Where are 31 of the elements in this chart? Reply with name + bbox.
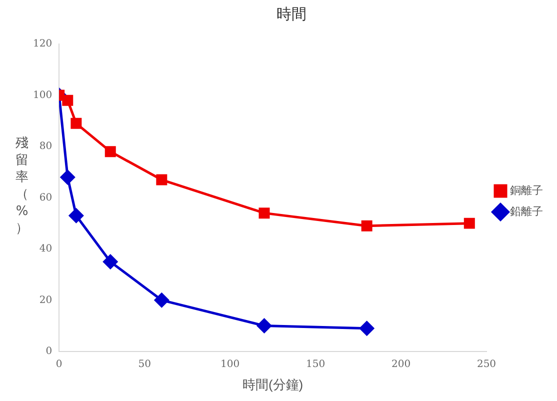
- y-tick-label: 60: [39, 192, 52, 204]
- point: [258, 208, 270, 219]
- y-tick-label: 0: [46, 346, 52, 357]
- legend-label: 銅離子: [510, 185, 543, 198]
- x-axis-title: 時間(分鐘): [242, 376, 304, 392]
- y-tick-label: 20: [39, 294, 52, 306]
- legend-label: 鉛離子: [510, 206, 543, 218]
- y-tick-label: 40: [39, 244, 52, 255]
- point: [360, 321, 374, 336]
- y-tick-label: 80: [39, 141, 52, 152]
- x-tick-label: 150: [306, 358, 326, 370]
- y-axis-title: 殘留率（%）: [14, 135, 30, 237]
- x-tick-label: 250: [476, 358, 496, 370]
- point: [464, 218, 475, 229]
- chart-title: 時間: [276, 6, 306, 24]
- point: [62, 94, 74, 106]
- point: [361, 220, 372, 232]
- x-tick-label: 200: [391, 358, 411, 370]
- x-tick-label: 100: [220, 358, 240, 370]
- point: [156, 174, 168, 186]
- point: [104, 146, 116, 158]
- point: [70, 118, 82, 129]
- x-tick-label: 50: [138, 358, 151, 370]
- point: [256, 318, 272, 334]
- y-tick-label: 100: [32, 90, 52, 101]
- y-tick-label: 120: [32, 38, 52, 50]
- point: [154, 292, 169, 308]
- point: [60, 170, 75, 184]
- x-tick-label: 0: [56, 358, 62, 370]
- point: [68, 208, 84, 223]
- point: [103, 254, 118, 269]
